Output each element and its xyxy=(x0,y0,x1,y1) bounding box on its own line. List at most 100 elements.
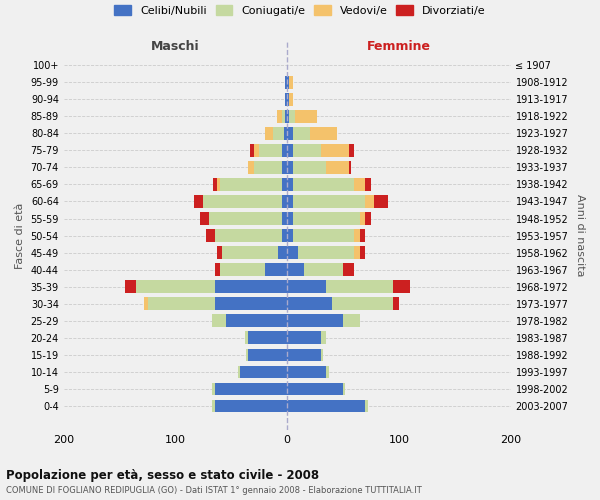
Bar xyxy=(289,93,293,106)
Bar xyxy=(326,161,349,174)
Bar xyxy=(310,127,337,140)
Text: Femmine: Femmine xyxy=(367,40,431,53)
Bar xyxy=(265,264,287,276)
Bar xyxy=(281,195,287,208)
Bar xyxy=(212,314,226,327)
Bar xyxy=(287,127,293,140)
Bar xyxy=(215,264,220,276)
Bar xyxy=(250,144,254,156)
Bar xyxy=(254,161,281,174)
Bar xyxy=(287,400,365,412)
Bar xyxy=(365,195,374,208)
Bar xyxy=(332,298,394,310)
Bar xyxy=(248,348,287,362)
Bar xyxy=(215,280,287,293)
Bar xyxy=(326,366,329,378)
Bar xyxy=(293,229,354,242)
Bar xyxy=(287,298,332,310)
Bar xyxy=(287,161,293,174)
Bar xyxy=(281,144,287,156)
Text: COMUNE DI FOGLIANO REDIPUGLIA (GO) - Dati ISTAT 1° gennaio 2008 - Elaborazione T: COMUNE DI FOGLIANO REDIPUGLIA (GO) - Dat… xyxy=(6,486,422,495)
Text: Popolazione per età, sesso e stato civile - 2008: Popolazione per età, sesso e stato civil… xyxy=(6,470,319,482)
Bar xyxy=(365,212,371,225)
Bar xyxy=(298,246,354,259)
Bar xyxy=(287,332,321,344)
Bar xyxy=(220,178,281,191)
Bar xyxy=(212,382,215,396)
Bar xyxy=(277,110,281,122)
Bar xyxy=(287,348,321,362)
Bar xyxy=(374,195,388,208)
Bar xyxy=(293,144,321,156)
Bar xyxy=(215,400,287,412)
Bar xyxy=(148,298,215,310)
Y-axis label: Anni di nascita: Anni di nascita xyxy=(575,194,585,277)
Bar xyxy=(209,212,281,225)
Bar xyxy=(284,127,287,140)
Bar xyxy=(360,212,365,225)
Bar xyxy=(295,110,317,122)
Bar xyxy=(285,93,287,106)
Bar xyxy=(203,195,281,208)
Text: Maschi: Maschi xyxy=(151,40,200,53)
Bar xyxy=(304,264,343,276)
Bar xyxy=(287,195,293,208)
Bar xyxy=(293,161,326,174)
Bar xyxy=(254,144,259,156)
Bar xyxy=(259,144,281,156)
Bar xyxy=(343,314,360,327)
Bar xyxy=(293,127,310,140)
Bar xyxy=(287,76,289,88)
Bar xyxy=(287,246,298,259)
Bar xyxy=(217,246,223,259)
Legend: Celibi/Nubili, Coniugati/e, Vedovi/e, Divorziati/e: Celibi/Nubili, Coniugati/e, Vedovi/e, Di… xyxy=(110,0,490,20)
Bar xyxy=(287,93,289,106)
Bar xyxy=(136,280,215,293)
Bar xyxy=(248,161,254,174)
Bar xyxy=(354,229,360,242)
Bar xyxy=(289,76,293,88)
Bar xyxy=(217,178,220,191)
Bar xyxy=(354,178,365,191)
Bar xyxy=(281,212,287,225)
Bar xyxy=(281,178,287,191)
Bar xyxy=(360,229,365,242)
Bar xyxy=(287,144,293,156)
Bar xyxy=(365,400,368,412)
Bar xyxy=(287,280,326,293)
Bar xyxy=(245,332,248,344)
Bar xyxy=(293,178,354,191)
Bar xyxy=(360,246,365,259)
Bar xyxy=(215,298,287,310)
Bar xyxy=(349,161,351,174)
Y-axis label: Fasce di età: Fasce di età xyxy=(15,202,25,268)
Bar xyxy=(285,76,287,88)
Bar xyxy=(293,195,365,208)
Bar xyxy=(289,110,295,122)
Bar xyxy=(215,382,287,396)
Bar xyxy=(240,366,287,378)
Bar xyxy=(287,366,326,378)
Bar xyxy=(354,246,360,259)
Bar xyxy=(285,110,287,122)
Bar xyxy=(365,178,371,191)
Bar xyxy=(194,195,203,208)
Bar xyxy=(215,229,281,242)
Bar xyxy=(287,229,293,242)
Bar xyxy=(394,298,399,310)
Bar xyxy=(287,314,343,327)
Bar xyxy=(343,382,345,396)
Bar xyxy=(321,332,326,344)
Bar xyxy=(287,382,343,396)
Bar xyxy=(214,178,217,191)
Bar xyxy=(281,110,285,122)
Bar xyxy=(281,161,287,174)
Bar xyxy=(321,348,323,362)
Bar xyxy=(287,264,304,276)
Bar xyxy=(287,178,293,191)
Bar xyxy=(206,229,215,242)
Bar xyxy=(281,229,287,242)
Bar xyxy=(200,212,209,225)
Bar xyxy=(287,212,293,225)
Bar xyxy=(293,212,360,225)
